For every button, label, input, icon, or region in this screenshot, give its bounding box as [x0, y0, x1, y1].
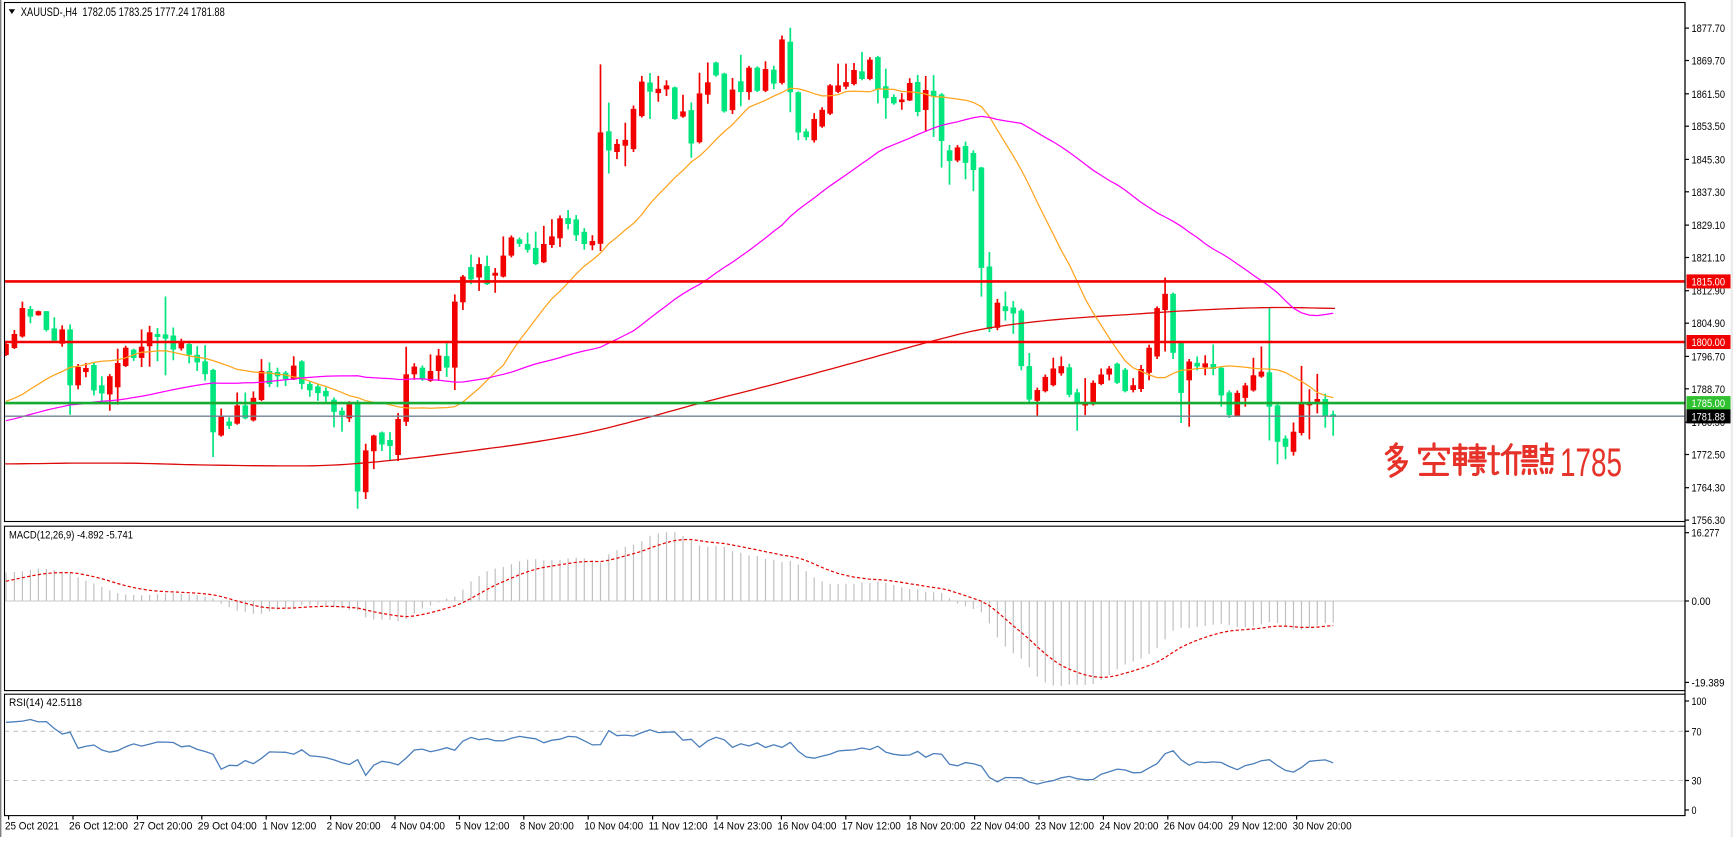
svg-text:25 Oct 2021: 25 Oct 2021	[5, 821, 59, 833]
svg-text:30: 30	[1692, 776, 1702, 788]
svg-text:8 Nov 20:00: 8 Nov 20:00	[520, 821, 574, 833]
svg-text:0.00: 0.00	[1692, 596, 1711, 608]
svg-text:1764.30: 1764.30	[1692, 483, 1726, 495]
svg-text:1781.88: 1781.88	[1692, 411, 1726, 423]
svg-text:1 Nov 12:00: 1 Nov 12:00	[262, 821, 316, 833]
svg-text:1861.50: 1861.50	[1692, 89, 1726, 101]
svg-text:16.277: 16.277	[1692, 528, 1720, 540]
svg-text:27 Oct 20:00: 27 Oct 20:00	[133, 821, 192, 833]
svg-text:100: 100	[1692, 696, 1707, 708]
svg-text:RSI(14) 42.5118: RSI(14) 42.5118	[9, 697, 82, 709]
svg-text:70: 70	[1692, 726, 1702, 738]
svg-text:4 Nov 04:00: 4 Nov 04:00	[391, 821, 445, 833]
svg-text:29 Nov 12:00: 29 Nov 12:00	[1228, 821, 1287, 833]
svg-text:1756.30: 1756.30	[1692, 515, 1726, 527]
svg-text:XAUUSD-,H4 1782.05 1783.25 17: XAUUSD-,H4 1782.05 1783.25 1777.24 1781.…	[21, 5, 225, 19]
svg-text:17 Nov 12:00: 17 Nov 12:00	[842, 821, 901, 833]
svg-text:1869.70: 1869.70	[1692, 56, 1726, 68]
svg-text:1829.10: 1829.10	[1692, 220, 1726, 232]
svg-text:1821.10: 1821.10	[1692, 253, 1726, 265]
svg-text:11 Nov 12:00: 11 Nov 12:00	[649, 821, 708, 833]
svg-text:5 Nov 12:00: 5 Nov 12:00	[455, 821, 509, 833]
svg-text:1788.70: 1788.70	[1692, 384, 1726, 396]
svg-text:1800.00: 1800.00	[1692, 337, 1726, 349]
svg-text:1837.30: 1837.30	[1692, 187, 1726, 199]
svg-text:MACD(12,26,9) -4.892 -5.741: MACD(12,26,9) -4.892 -5.741	[9, 530, 133, 542]
svg-text:1785.00: 1785.00	[1692, 398, 1726, 410]
svg-text:10 Nov 04:00: 10 Nov 04:00	[584, 821, 643, 833]
svg-text:1877.70: 1877.70	[1692, 23, 1726, 35]
svg-text:22 Nov 04:00: 22 Nov 04:00	[971, 821, 1030, 833]
svg-text:1804.90: 1804.90	[1692, 318, 1726, 330]
svg-text:26 Oct 12:00: 26 Oct 12:00	[69, 821, 128, 833]
svg-text:1785: 1785	[1560, 441, 1622, 485]
svg-text:1812.90: 1812.90	[1692, 286, 1726, 298]
svg-text:23 Nov 12:00: 23 Nov 12:00	[1035, 821, 1094, 833]
svg-text:0: 0	[1692, 805, 1697, 817]
svg-text:29 Oct 04:00: 29 Oct 04:00	[198, 821, 257, 833]
svg-text:16 Nov 04:00: 16 Nov 04:00	[777, 821, 836, 833]
svg-text:24 Nov 20:00: 24 Nov 20:00	[1099, 821, 1158, 833]
svg-text:1796.70: 1796.70	[1692, 351, 1726, 363]
svg-text:1853.50: 1853.50	[1692, 121, 1726, 133]
svg-text:2 Nov 20:00: 2 Nov 20:00	[327, 821, 381, 833]
svg-text:1772.50: 1772.50	[1692, 450, 1726, 462]
svg-text:1845.30: 1845.30	[1692, 154, 1726, 166]
svg-text:26 Nov 04:00: 26 Nov 04:00	[1164, 821, 1223, 833]
svg-text:1815.00: 1815.00	[1692, 276, 1726, 288]
svg-text:30 Nov 20:00: 30 Nov 20:00	[1293, 821, 1352, 833]
svg-text:18 Nov 20:00: 18 Nov 20:00	[906, 821, 965, 833]
svg-text:14 Nov 23:00: 14 Nov 23:00	[713, 821, 772, 833]
svg-text:-19.389: -19.389	[1692, 677, 1725, 689]
